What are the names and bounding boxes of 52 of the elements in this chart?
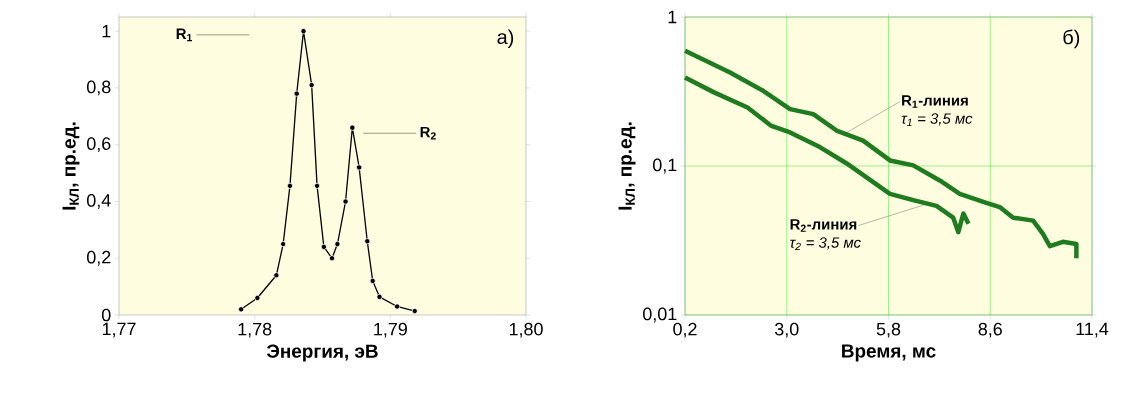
point [286, 182, 293, 189]
annotation: τ$_{2}$ = 3,5 мс [790, 237, 861, 251]
x-tick-label: 8,6 [978, 322, 1002, 338]
x-tick-label: 0,2 [673, 322, 697, 338]
x-tick-label: 1,79 [374, 322, 407, 338]
point [320, 243, 327, 250]
x-axis-title: Время, мс [842, 344, 936, 362]
x-tick-label: 5,8 [876, 322, 901, 338]
point [238, 306, 245, 313]
y-axis-title: I$_{КЛ}$, пр.ед. [618, 122, 636, 210]
point [349, 124, 356, 131]
annotation: R$_{1}$ [176, 28, 193, 42]
point [369, 277, 376, 284]
point [254, 294, 261, 301]
point [273, 272, 280, 279]
point [342, 198, 349, 205]
point [376, 293, 383, 300]
y-axis-title: I$_{КЛ}$, пр.ед. [62, 122, 80, 210]
point [314, 182, 321, 189]
point [293, 90, 300, 97]
annotation: R$_{2}$ [420, 126, 436, 140]
annotation: R$_{1}$-линия [902, 95, 968, 108]
x-tick-label: 1,77 [102, 322, 136, 338]
y-tick-label: 0,8 [87, 80, 111, 96]
y-tick-label: 0,6 [87, 137, 111, 153]
line-series [682, 48, 1079, 261]
point [364, 238, 371, 245]
y-tick-label: 1 [668, 10, 677, 24]
x-axis-title: Энергия, эВ [266, 344, 378, 362]
y-tick-label: 0,2 [87, 250, 111, 266]
point [411, 308, 418, 315]
point [300, 28, 307, 35]
point [329, 255, 335, 262]
y-tick-label: 0,1 [653, 158, 677, 174]
y-tick-label: 0,01 [643, 307, 677, 323]
y-tick-label: 0 [101, 308, 111, 322]
annotation: τ$_{1}$ = 3,5 мс [901, 113, 973, 126]
point [308, 82, 315, 89]
line-series [682, 75, 971, 235]
x-tick-label: 1,78 [238, 322, 272, 338]
point [394, 303, 401, 310]
x-tick-label: 1,80 [509, 322, 543, 338]
y-tick-label: 1 [102, 25, 111, 38]
x-tick-label: 3,0 [774, 322, 799, 338]
annotation: R$_{2}$-линия [790, 219, 857, 232]
point [280, 241, 287, 248]
x-tick-label: 11,4 [1076, 322, 1109, 338]
annotation: б) [1063, 29, 1080, 49]
point [334, 241, 341, 248]
y-tick-label: 0,4 [87, 194, 111, 209]
point [356, 164, 363, 171]
annotation: а) [497, 29, 514, 49]
